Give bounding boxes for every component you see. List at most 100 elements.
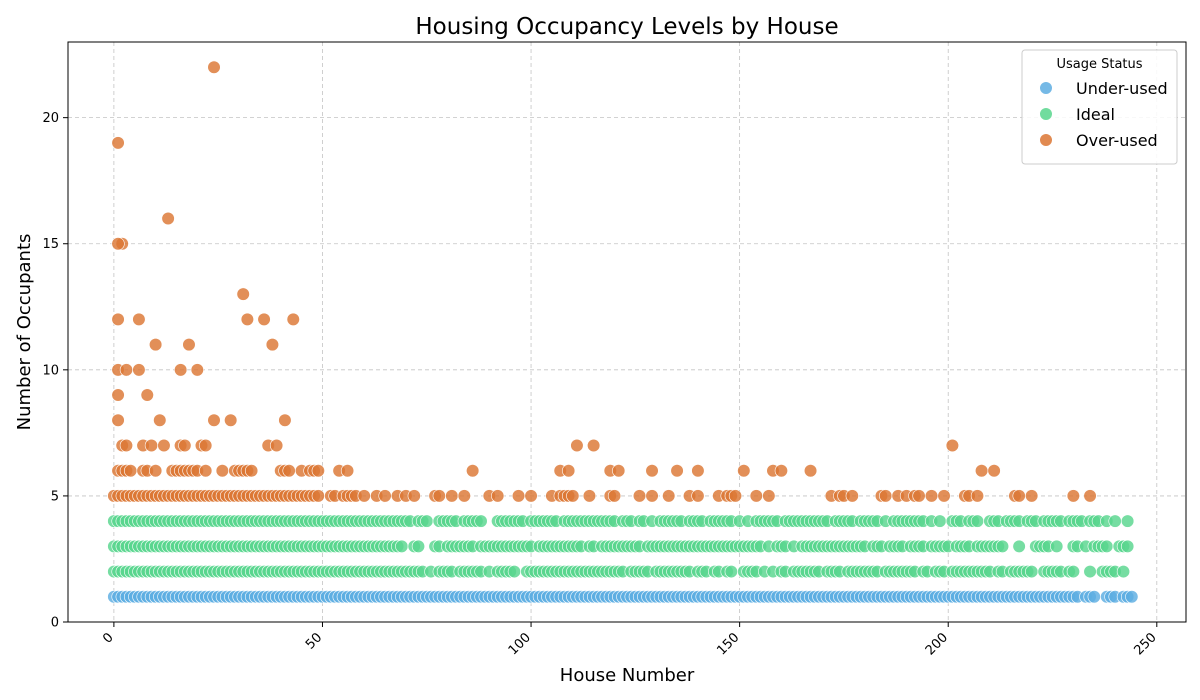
point-over-used xyxy=(912,489,926,503)
point-ideal xyxy=(411,539,426,553)
point-over-used xyxy=(1066,489,1080,503)
x-tick-label: 200 xyxy=(923,630,951,658)
y-axis-label: Number of Occupants xyxy=(14,234,35,431)
y-tick-label: 5 xyxy=(51,489,59,504)
point-over-used xyxy=(879,489,893,503)
point-over-used xyxy=(511,489,526,503)
point-under-used xyxy=(1125,590,1139,604)
point-over-used xyxy=(157,438,171,453)
point-ideal xyxy=(995,539,1010,553)
point-over-used xyxy=(311,489,325,503)
point-ideal xyxy=(1025,564,1039,579)
point-ideal xyxy=(1108,514,1122,528)
point-over-used xyxy=(582,489,597,503)
point-over-used xyxy=(132,363,146,377)
point-over-used xyxy=(111,237,125,251)
legend: Usage Status Under-used Ideal Over-used xyxy=(1021,49,1178,165)
point-over-used xyxy=(190,363,204,377)
point-over-used xyxy=(357,489,371,503)
point-over-used xyxy=(987,464,1001,478)
point-ideal xyxy=(1050,539,1064,553)
point-over-used xyxy=(161,211,175,226)
point-over-used xyxy=(269,438,284,453)
point-over-used xyxy=(140,388,154,402)
point-over-used xyxy=(457,489,471,503)
x-tick-label: 250 xyxy=(1131,630,1159,658)
point-over-used xyxy=(132,312,146,326)
point-ideal xyxy=(1120,539,1135,553)
point-ideal xyxy=(1012,539,1026,553)
legend-marker xyxy=(1039,133,1053,147)
point-over-used xyxy=(286,312,300,326)
point-ideal xyxy=(474,514,488,528)
legend-label: Over-used xyxy=(1076,131,1158,150)
point-over-used xyxy=(224,413,238,427)
point-over-used xyxy=(149,464,163,478)
y-tick-label: 20 xyxy=(42,111,59,126)
point-over-used xyxy=(144,438,159,453)
point-over-used xyxy=(645,489,659,503)
legend-label: Under-used xyxy=(1076,79,1168,98)
point-over-used xyxy=(378,489,392,503)
x-tick-label: 0 xyxy=(100,630,116,646)
point-over-used xyxy=(466,464,480,478)
point-over-used xyxy=(937,489,951,503)
point-ideal xyxy=(724,564,738,579)
point-over-used xyxy=(119,438,134,453)
point-over-used xyxy=(845,489,859,503)
plot-frame xyxy=(67,41,1187,623)
point-over-used xyxy=(561,464,576,478)
x-tick-label: 50 xyxy=(303,630,325,652)
point-ideal xyxy=(420,514,434,528)
point-over-used xyxy=(199,464,213,478)
point-ideal xyxy=(1120,514,1135,528)
legend-entries: Under-used Ideal Over-used xyxy=(1039,79,1168,150)
point-over-used xyxy=(691,464,705,478)
point-ideal xyxy=(933,514,947,528)
legend-box xyxy=(1021,49,1178,165)
point-over-used xyxy=(670,464,684,478)
point-over-used xyxy=(311,464,325,478)
point-over-used xyxy=(278,413,292,427)
y-tick-label: 0 xyxy=(51,616,59,631)
point-over-used xyxy=(240,312,254,326)
point-over-used xyxy=(199,438,213,453)
point-over-used xyxy=(524,489,538,503)
point-over-used xyxy=(236,287,250,301)
grid-lines xyxy=(68,42,1186,623)
point-over-used xyxy=(340,464,355,478)
point-over-used xyxy=(111,312,125,326)
point-over-used xyxy=(945,438,959,453)
point-ideal xyxy=(1083,564,1097,579)
point-ideal xyxy=(395,539,409,553)
point-over-used xyxy=(282,464,296,478)
point-over-used xyxy=(774,464,788,478)
point-over-used xyxy=(1083,489,1097,503)
point-over-used xyxy=(432,489,446,503)
point-over-used xyxy=(178,438,192,453)
point-over-used xyxy=(207,60,221,74)
chart-title: Housing Occupancy Levels by House xyxy=(415,14,838,40)
y-tick-label: 15 xyxy=(42,237,59,252)
point-over-used xyxy=(803,464,818,478)
data-points xyxy=(107,60,1139,604)
point-over-used xyxy=(149,338,163,352)
legend-label: Ideal xyxy=(1076,105,1115,124)
point-over-used xyxy=(749,489,763,503)
point-over-used xyxy=(728,489,743,503)
point-over-used xyxy=(445,489,459,503)
x-tick-label: 150 xyxy=(714,630,742,658)
point-over-used xyxy=(737,464,751,478)
point-over-used xyxy=(265,338,280,352)
point-over-used xyxy=(119,363,134,377)
point-over-used xyxy=(607,489,622,503)
x-axis-ticks: 0 50 100 150 200 250 xyxy=(100,622,1160,658)
x-axis-label: House Number xyxy=(560,665,695,686)
point-ideal xyxy=(1116,564,1131,579)
legend-marker xyxy=(1039,81,1053,95)
point-ideal xyxy=(970,514,985,528)
point-over-used xyxy=(111,413,125,427)
point-over-used xyxy=(645,464,659,478)
point-over-used xyxy=(244,464,259,478)
